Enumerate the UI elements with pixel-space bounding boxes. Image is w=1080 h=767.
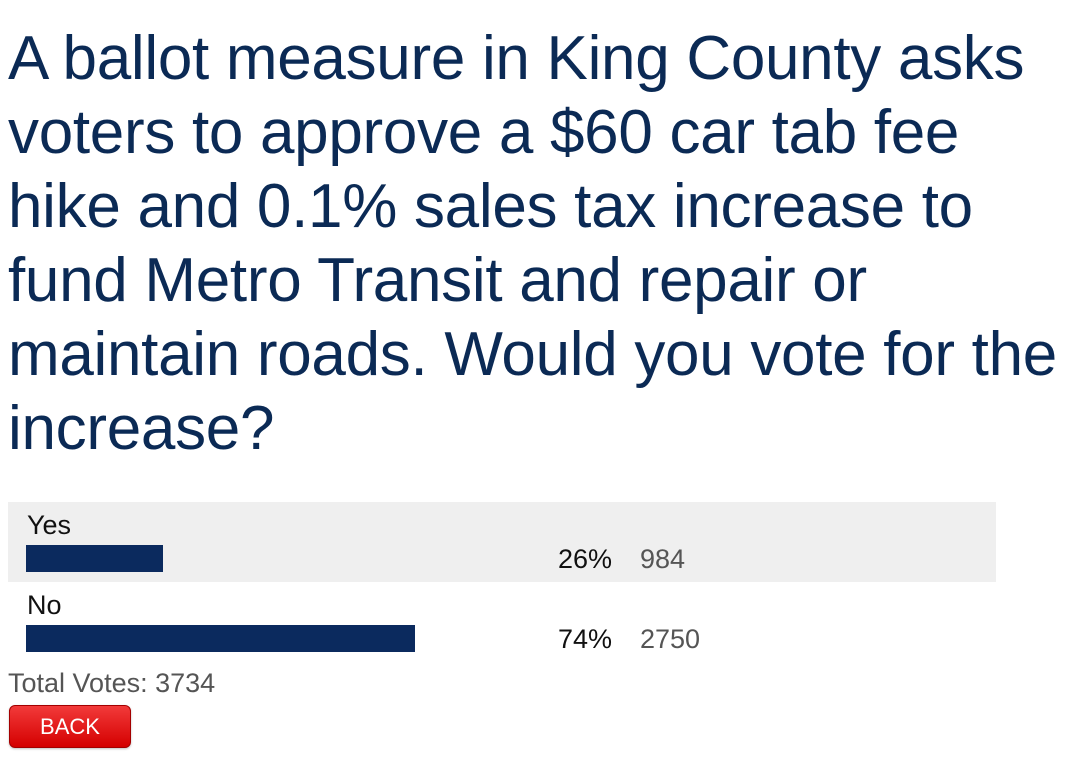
result-votes-no: 2750 [640,624,701,654]
total-votes: Total Votes: 3734 [8,668,216,698]
result-row-yes: Yes 26% 984 [8,502,996,582]
result-bar-track-yes [26,545,1080,572]
result-bar-track-no [26,625,1080,652]
result-bar-no [26,625,415,652]
result-percent-yes: 26% [558,544,613,574]
poll-question: A ballot measure in King County asks vot… [8,24,1057,463]
answer-label-yes: Yes [27,510,72,540]
result-percent-no: 74% [558,624,613,654]
answer-label-no: No [27,590,62,620]
result-row-no: No 74% 2750 [8,582,996,662]
result-votes-yes: 984 [640,544,686,574]
poll-results: Yes 26% 984 No 74% 2750 [8,502,996,662]
back-button[interactable]: BACK [9,705,131,748]
result-bar-yes [26,545,163,572]
